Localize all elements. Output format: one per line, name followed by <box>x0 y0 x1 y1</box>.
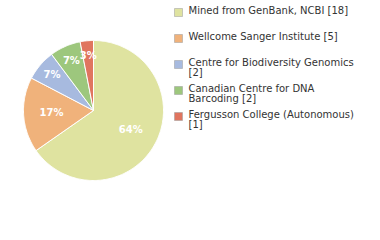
svg-text:Centre for Biodiversity Genomi: Centre for Biodiversity Genomics[2] <box>189 57 354 78</box>
svg-text:Mined from GenBank, NCBI [18]: Mined from GenBank, NCBI [18] <box>189 5 349 16</box>
svg-text:7%: 7% <box>43 69 60 80</box>
svg-text:17%: 17% <box>40 107 64 118</box>
svg-text:Wellcome Sanger Institute [5]: Wellcome Sanger Institute [5] <box>189 31 338 42</box>
svg-text:7%: 7% <box>63 55 80 66</box>
svg-text:Fergusson College (Autonomous): Fergusson College (Autonomous)[1] <box>189 109 355 130</box>
svg-text:64%: 64% <box>119 124 143 135</box>
svg-text:3%: 3% <box>80 50 97 61</box>
svg-text:Canadian Centre for DNABarcodi: Canadian Centre for DNABarcoding [2] <box>189 83 315 104</box>
